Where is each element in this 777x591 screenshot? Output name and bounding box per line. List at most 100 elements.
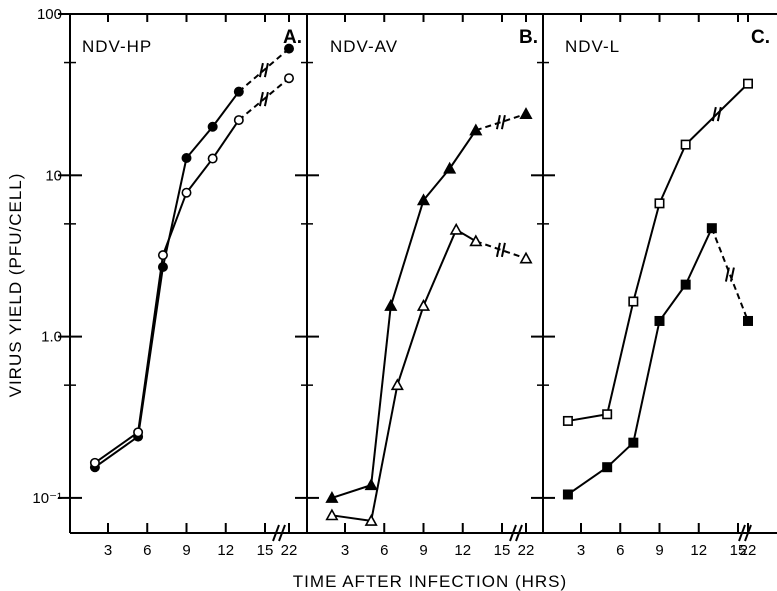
data-point-circle (283, 73, 294, 84)
series-open-circle (89, 73, 294, 468)
series-segment-dashed (238, 77, 290, 121)
x-tick-label: 6 (616, 542, 624, 559)
data-point-square (602, 462, 613, 473)
data-point-circle (207, 153, 218, 164)
series-segment (658, 144, 687, 204)
series-segment (185, 126, 214, 159)
series-filled-circle (89, 43, 294, 473)
x-axis-break (272, 524, 280, 542)
series-segment (370, 384, 399, 522)
series-segment (137, 254, 164, 433)
series-segment-dashed (475, 113, 527, 132)
data-point-triangle (519, 251, 533, 264)
data-point-square (562, 415, 573, 426)
series-segment-dashed (475, 240, 527, 260)
panel-a-title: NDV-HP (82, 37, 152, 56)
text-labels: VIRUS YIELD (PFU/CELL) TIME AFTER INFECT… (6, 27, 770, 591)
data-point-circle (89, 457, 100, 468)
series-break-mark (711, 106, 717, 122)
data-point-circle (233, 86, 244, 97)
data-point-triangle (364, 514, 378, 526)
x-axis-break (744, 524, 752, 542)
series-segment (389, 199, 425, 307)
data-point-triangle (469, 234, 483, 247)
series-segment (161, 157, 188, 268)
series-break-mark (263, 62, 269, 78)
series-segment (632, 320, 661, 443)
series-break-mark (495, 114, 501, 130)
panel-b-letter: B. (519, 27, 538, 48)
data-point-circle (157, 250, 168, 261)
data-point-square (654, 198, 665, 209)
x-tick-label: 9 (655, 542, 663, 559)
series-segment (684, 82, 749, 146)
series-segment-dashed (710, 227, 749, 322)
data-point-circle (181, 153, 192, 164)
series-segment (331, 484, 372, 499)
series-segment-dashed (238, 47, 290, 93)
x-axis-break (738, 524, 746, 542)
data-point-square (706, 223, 717, 234)
x-tick-label: 6 (143, 542, 151, 559)
x-tick-label: 22 (740, 542, 757, 559)
data-point-triangle (364, 478, 378, 491)
x-axis-label: TIME AFTER INFECTION (HRS) (293, 572, 567, 591)
y-tick-label: 10 (45, 167, 62, 184)
y-axis-label: VIRUS YIELD (PFU/CELL) (6, 173, 25, 398)
data-point-circle (207, 121, 218, 132)
series-break-mark (495, 242, 501, 258)
x-tick-label: 15 (257, 542, 274, 559)
x-tick-label: 3 (577, 542, 585, 559)
series-segment (658, 284, 687, 322)
x-tick-label: 9 (419, 542, 427, 559)
data-series (89, 43, 753, 526)
data-point-circle (181, 187, 192, 198)
data-point-triangle (449, 222, 463, 235)
panel-c-letter: C. (751, 27, 770, 48)
y-tick-label: 10⁻¹ (32, 490, 62, 507)
y-tick-label: 1.0 (41, 329, 62, 346)
data-point-circle (233, 115, 244, 126)
series-segment (162, 192, 188, 256)
y-tick-label: 100 (37, 6, 62, 23)
series-segment (370, 305, 392, 486)
x-axis-break (515, 524, 523, 542)
series-break-mark (500, 114, 506, 130)
panel-c-title: NDV-L (565, 37, 620, 56)
series-filled-square (562, 223, 753, 500)
series-filled-triangle (325, 107, 533, 503)
series-break-mark (258, 91, 264, 107)
data-point-square (602, 409, 613, 420)
data-point-triangle (325, 491, 339, 503)
x-axis-break (509, 524, 517, 542)
data-point-square (562, 489, 573, 500)
data-point-circle (133, 427, 144, 438)
series-segment (567, 413, 608, 422)
series-open-square (562, 78, 753, 426)
data-point-square (628, 296, 639, 307)
series-segment (422, 229, 458, 307)
x-tick-label: 22 (518, 542, 535, 559)
x-tick-label: 15 (730, 542, 747, 559)
x-tick-label: 3 (341, 542, 349, 559)
series-segment (684, 227, 713, 286)
data-point-square (742, 315, 753, 326)
data-point-triangle (416, 193, 431, 206)
series-segment (448, 129, 477, 170)
panel-a-letter: A. (283, 27, 302, 48)
series-break-mark (716, 106, 722, 122)
series-segment (331, 514, 372, 522)
x-tick-label: 6 (380, 542, 388, 559)
data-point-square (654, 315, 665, 326)
x-axis-break (278, 524, 286, 542)
data-point-square (742, 78, 753, 89)
x-tick-label: 3 (104, 542, 112, 559)
series-segment (606, 301, 635, 415)
series-segment (396, 305, 425, 386)
series-segment (632, 203, 661, 302)
data-point-triangle (384, 299, 398, 311)
series-break-mark (724, 267, 730, 282)
data-point-square (680, 279, 691, 290)
